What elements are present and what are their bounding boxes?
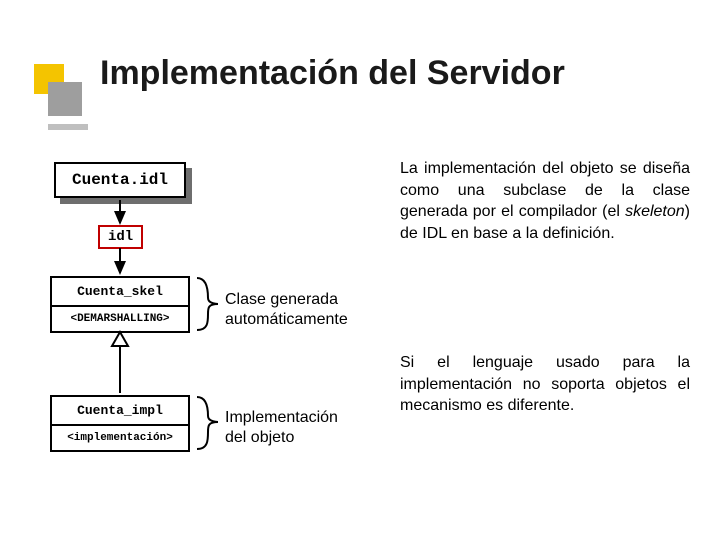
bullet-square-gray bbox=[48, 82, 82, 116]
idl-compiler-badge: idl bbox=[98, 225, 143, 249]
paragraph-1: La implementación del objeto se diseña c… bbox=[400, 158, 690, 244]
brace-auto-l2: automáticamente bbox=[225, 311, 348, 328]
slide-title: Implementación del Servidor bbox=[100, 54, 565, 93]
brace-auto-label: Clase generada automáticamente bbox=[225, 290, 348, 330]
idl-compiler-badge-label: idl bbox=[108, 229, 133, 245]
box-cuenta-skel-op: <DEMARSHALLING> bbox=[52, 305, 188, 331]
brace-impl-l2: del objeto bbox=[225, 429, 294, 446]
box-cuenta-impl-name: Cuenta_impl bbox=[52, 397, 188, 424]
title-bullet-icon bbox=[34, 64, 86, 154]
slide: Implementación del Servidor Cuenta.idl i… bbox=[0, 0, 720, 540]
brace-impl-l1: Implementación bbox=[225, 409, 338, 426]
brace-auto-l1: Clase generada bbox=[225, 291, 338, 308]
paragraph-2: Si el lenguaje usado para la implementac… bbox=[400, 352, 690, 417]
bullet-bar bbox=[48, 124, 88, 130]
box-cuenta-skel: Cuenta_skel <DEMARSHALLING> bbox=[50, 276, 190, 333]
box-cuenta-impl-op: <implementación> bbox=[52, 424, 188, 450]
box-cuenta-skel-name: Cuenta_skel bbox=[52, 278, 188, 305]
box-cuenta-idl-label: Cuenta.idl bbox=[72, 171, 168, 189]
box-cuenta-idl: Cuenta.idl bbox=[54, 162, 186, 198]
p1-skeleton-term: skeleton bbox=[625, 203, 685, 220]
brace-impl-label: Implementación del objeto bbox=[225, 408, 338, 448]
box-cuenta-impl: Cuenta_impl <implementación> bbox=[50, 395, 190, 452]
